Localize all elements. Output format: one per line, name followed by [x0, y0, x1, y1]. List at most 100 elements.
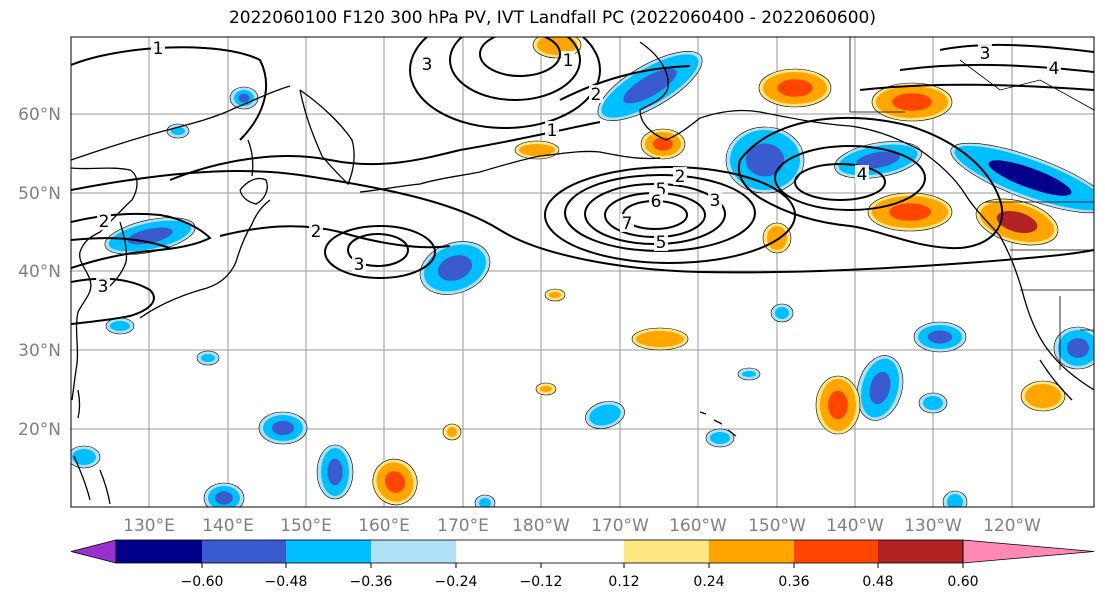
pv-contour-inner-ne: [794, 163, 886, 201]
pv-contours: [71, 37, 1094, 325]
pc-blob: [105, 317, 135, 335]
lat-label: 50°N: [18, 184, 61, 204]
colorbar-segment: [456, 540, 541, 563]
coastline-baja: [1039, 359, 1073, 401]
pv-contour-north-outer: [409, 37, 601, 129]
longitude-labels: 130°E 140°E 150°E 160°E 170°E 180°W 170°W 160°W…: [123, 516, 1041, 536]
pc-blob: [758, 68, 832, 108]
border-canada-alaska: [849, 37, 905, 113]
coastline-kamchatka: [299, 89, 355, 186]
colorbar-segment: [878, 540, 963, 563]
lon-label: 160°E: [358, 516, 410, 536]
pc-blob: [942, 490, 968, 507]
pc-blob: [372, 458, 418, 506]
coastline-hawaii: [699, 411, 737, 437]
pv-contour-alaska-2: [559, 65, 691, 101]
lon-label: 150°W: [748, 516, 806, 536]
colorbar-tick-label: −0.48: [265, 574, 308, 590]
pv-contour-1-north: [71, 46, 268, 141]
lon-label: 130°W: [904, 516, 962, 536]
contour-label: 2: [675, 167, 686, 187]
lon-label: 120°W: [983, 516, 1041, 536]
pc-blob: [229, 86, 259, 110]
latitude-labels: 60°N 50°N 40°N 30°N 20°N: [18, 105, 61, 440]
map-frame: [70, 36, 1095, 508]
coastline-korea: [107, 221, 128, 289]
contour-label: 1: [563, 51, 574, 71]
lat-label: 20°N: [18, 420, 61, 440]
contour-label: 1: [153, 39, 164, 59]
contour-label: 2: [311, 222, 322, 242]
pc-blob: [196, 350, 220, 366]
pc-blob: [203, 482, 245, 507]
pc-shading: [71, 37, 1094, 507]
colorbar-tick-label: 0.12: [608, 574, 639, 590]
coastline-hokkaido: [239, 177, 268, 205]
lat-label: 40°N: [18, 262, 61, 282]
pc-blob: [770, 303, 794, 323]
pc-blob: [71, 445, 101, 469]
colorbar-extend-low: [70, 539, 117, 564]
colorbar-tick-label: 0.36: [778, 574, 809, 590]
contour-label: 5: [656, 233, 667, 253]
pc-blob: [166, 123, 190, 139]
colorbar-segment: [116, 540, 202, 563]
lon-label: 160°W: [669, 516, 727, 536]
lon-label: 140°E: [202, 516, 254, 536]
pv-contour-arctic-1: [859, 83, 1094, 91]
pv-contour-arctic-3: [939, 43, 1094, 53]
contour-label: 3: [98, 277, 109, 297]
pc-blob: [597, 51, 703, 121]
colorbar-segment: [794, 540, 878, 563]
pc-blob: [762, 222, 792, 254]
pc-blob: [1020, 380, 1066, 412]
pc-blob: [258, 411, 308, 445]
pc-blob: [1053, 326, 1094, 370]
pc-blob: [856, 355, 904, 421]
colorbar-tick-label: −0.36: [350, 574, 393, 590]
colorbar-extend-high: [962, 539, 1095, 564]
coastline-aleutians: [359, 150, 661, 193]
pv-contour-1-big: [71, 170, 1094, 274]
lon-label: 170°W: [591, 516, 649, 536]
coastline-taiwan: [77, 389, 81, 419]
pc-blob: [474, 494, 496, 507]
contour-label: 2: [591, 85, 602, 105]
pv-contour-1-mid: [169, 121, 601, 181]
lon-label: 180°W: [512, 516, 570, 536]
pv-contour-ne-3: [774, 145, 926, 211]
lon-label: 130°E: [123, 516, 175, 536]
colorbar-tick-label: 0.48: [862, 574, 893, 590]
contour-label: 2: [99, 212, 110, 232]
pc-blob: [544, 288, 566, 302]
pc-blob: [514, 140, 560, 160]
pc-blob: [913, 321, 967, 353]
pc-blob: [918, 392, 948, 414]
contour-label: 7: [622, 214, 633, 234]
pc-blob: [950, 142, 1094, 214]
coastline-okhotsk: [71, 85, 291, 161]
colorbar: [70, 539, 1095, 564]
pv-contour-small-3: [347, 233, 409, 267]
colorbar-segment: [541, 540, 624, 563]
coastline-philippines: [73, 455, 111, 505]
colorbar-tick-label: −0.24: [435, 574, 478, 590]
lat-label: 30°N: [18, 341, 61, 361]
pc-blob: [705, 428, 735, 448]
colorbar-segment: [202, 540, 286, 563]
colorbar-tick-label: −0.60: [181, 574, 224, 590]
contour-label: 4: [857, 165, 868, 185]
pv-contour-west-2b: [71, 237, 171, 249]
lat-label: 60°N: [18, 105, 61, 125]
coastline-japan: [139, 199, 271, 319]
pc-blob: [631, 327, 689, 351]
colorbar-segment: [286, 540, 371, 563]
coastline-sakhalin: [247, 139, 254, 177]
pv-contour-west-2: [71, 212, 212, 269]
map-title: 2022060100 F120 300 hPa PV, IVT Landfall…: [228, 8, 876, 28]
colorbar-segment: [624, 540, 709, 563]
contour-label: 5: [656, 180, 667, 200]
pc-blob: [442, 423, 462, 441]
contour-label: 6: [651, 192, 662, 212]
